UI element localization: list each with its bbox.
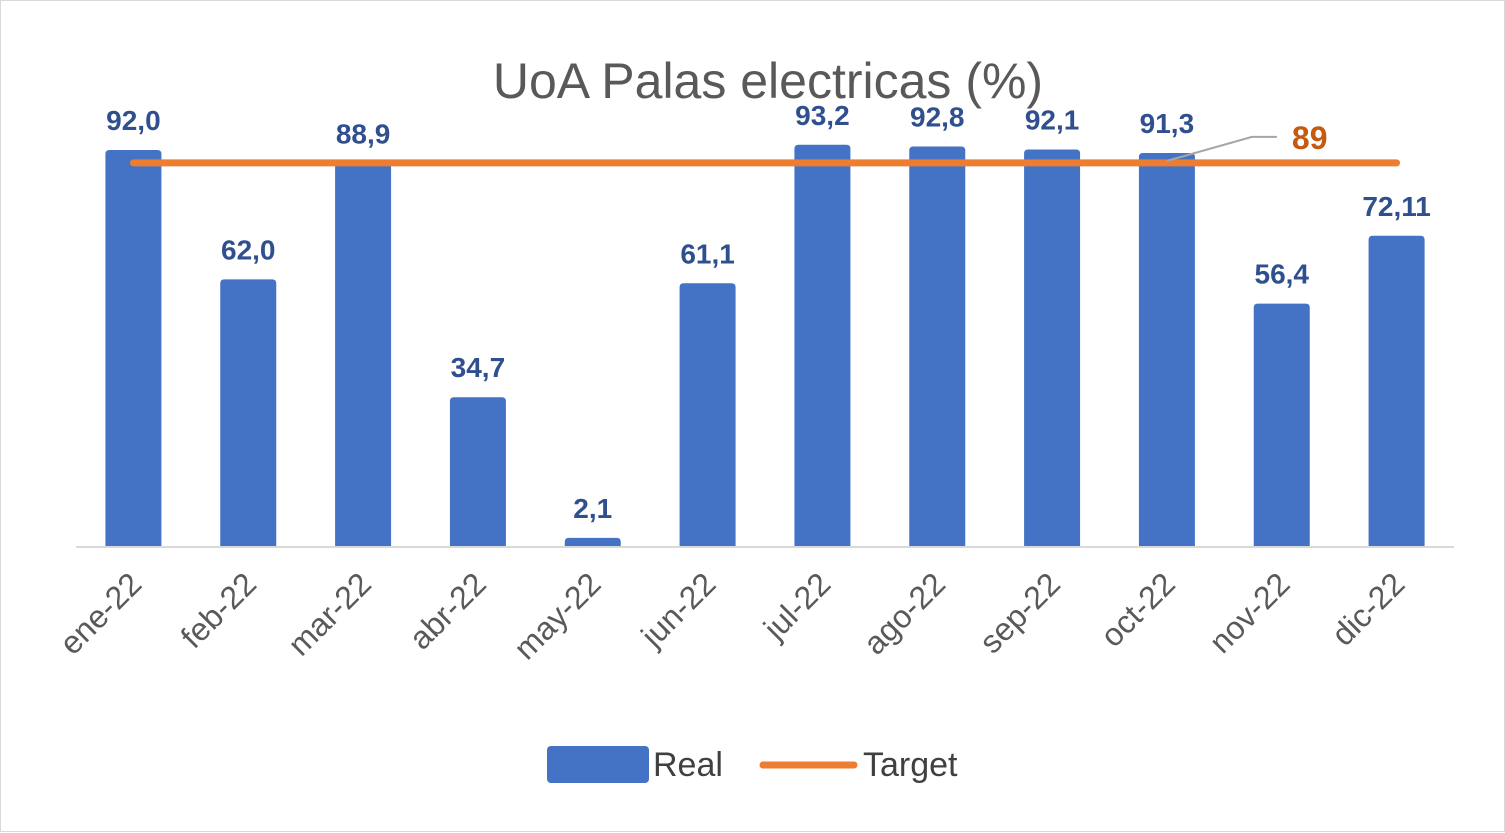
bar-dic-22 [1368,235,1425,547]
legend: Real Target [547,746,958,784]
data-label-jun-22: 61,1 [680,238,735,269]
bar-jun-22 [679,283,736,547]
x-tick-oct-22: oct-22 [1094,565,1182,653]
x-tick-jul-22: jul-22 [756,565,838,647]
data-label-mar-22: 88,9 [336,118,391,149]
x-tick-feb-22: feb-22 [174,565,264,655]
data-label-sep-22: 92,1 [1025,105,1080,136]
bar-jul-22 [794,144,851,547]
target-callout-leader [1166,135,1277,162]
bars-group [105,144,1425,548]
target-callout-label: 89 [1292,120,1328,156]
data-label-may-22: 2,1 [573,493,612,524]
data-labels-group: 92,0 62,0 88,9 34,7 2,1 61,1 93,2 92,8 92,1 91,3 5… [106,100,1431,524]
chart-title: UoA Palas electricas (%) [493,53,1043,109]
bar-ene-22 [105,149,162,547]
x-tick-jun-22: jun-22 [633,565,722,654]
legend-label-target: Target [863,746,958,784]
x-tick-ago-22: ago-22 [856,565,952,661]
target-line-group: 89 [129,120,1401,167]
data-label-nov-22: 56,4 [1255,259,1310,290]
legend-swatch-real [547,746,649,783]
data-label-oct-22: 91,3 [1140,108,1195,139]
bar-mar-22 [335,163,392,548]
bar-sep-22 [1024,149,1081,547]
bar-ago-22 [909,146,966,547]
x-tick-dic-22: dic-22 [1324,565,1411,652]
data-label-ene-22: 92,0 [106,105,161,136]
x-tick-ene-22: ene-22 [52,565,148,661]
bar-may-22 [564,537,621,547]
bar-abr-22 [449,397,506,547]
data-label-abr-22: 34,7 [451,352,506,383]
data-label-jul-22: 93,2 [795,100,850,131]
x-tick-sep-22: sep-22 [972,565,1067,660]
data-label-feb-22: 62,0 [221,234,276,265]
data-label-dic-22: 72,11 [1362,191,1431,222]
x-tick-may-22: may-22 [507,565,608,666]
bar-feb-22 [220,279,277,547]
x-tick-mar-22: mar-22 [281,565,378,662]
bar-nov-22 [1253,303,1310,547]
x-tick-labels: ene-22 feb-22 mar-22 abr-22 may-22 jun-22 jul-… [52,565,1411,666]
legend-label-real: Real [653,746,723,784]
data-label-ago-22: 92,8 [910,101,965,132]
x-tick-abr-22: abr-22 [402,565,493,656]
bar-oct-22 [1138,152,1195,547]
x-tick-nov-22: nov-22 [1202,565,1297,660]
